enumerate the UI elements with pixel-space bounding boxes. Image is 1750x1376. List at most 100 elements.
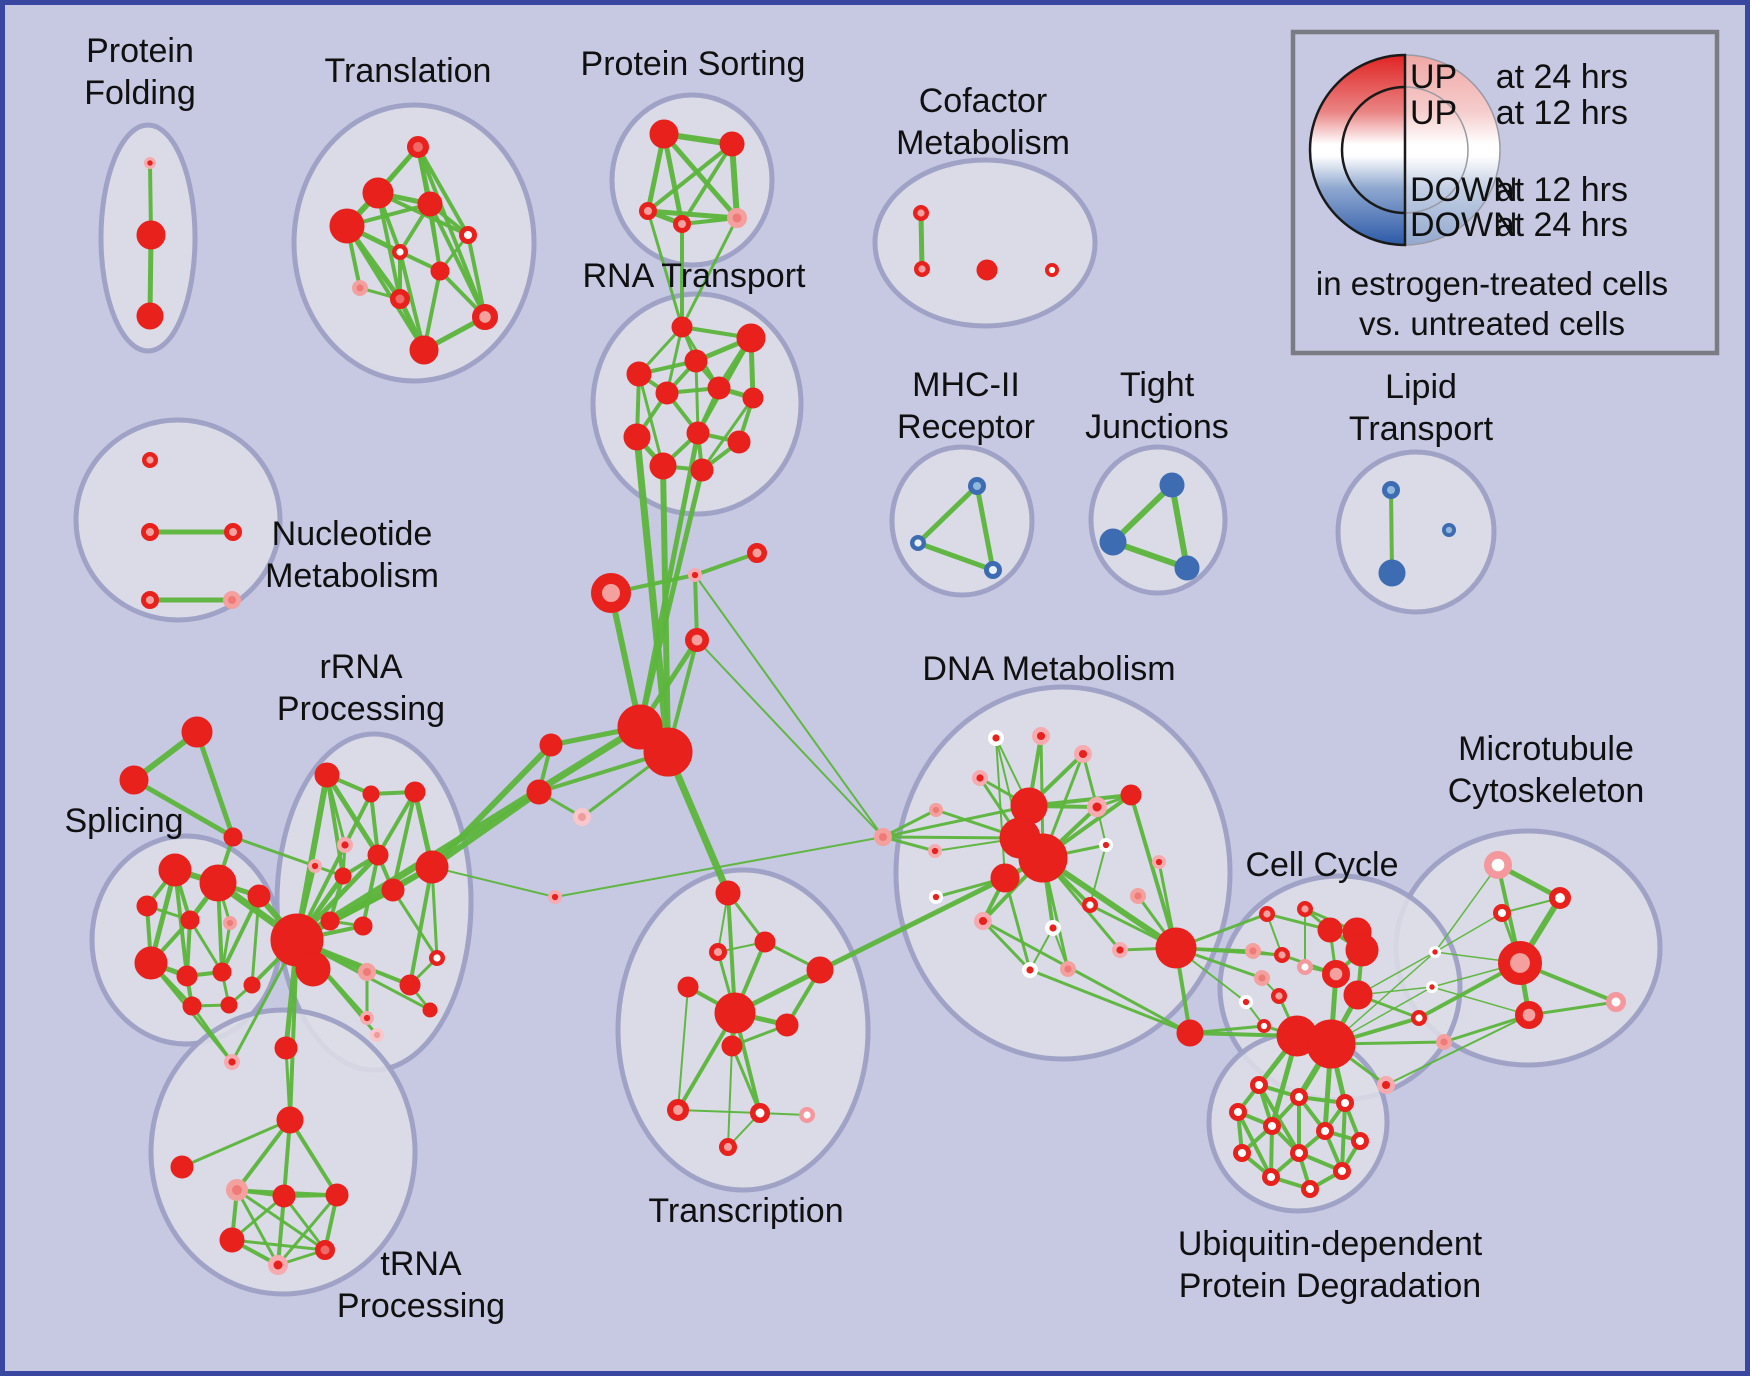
network-edge [646, 209, 684, 329]
network-node-r3 [404, 781, 426, 803]
legend-key-2: DOWN [1410, 171, 1518, 209]
network-node-dm17 [1081, 897, 1098, 914]
network-node-dm24 [1176, 1019, 1204, 1047]
network-node-rt4 [626, 361, 652, 387]
network-edge [295, 792, 373, 942]
network-node-u3 [1335, 1093, 1354, 1112]
network-node-dm0 [873, 827, 892, 846]
network-edge [677, 986, 689, 1111]
network-node-rt6 [707, 376, 731, 400]
network-node-r4 [337, 837, 354, 854]
network-node-ps1 [649, 119, 679, 149]
network-node-tr5 [677, 976, 699, 998]
network-node-cc22 [1376, 1075, 1395, 1094]
network-node-c6 [643, 727, 693, 777]
network-edge [276, 1194, 286, 1267]
network-edge [1236, 1110, 1273, 1179]
network-node-tr1 [715, 880, 741, 906]
network-node-cc6 [1273, 947, 1290, 964]
network-node-dm15 [928, 889, 943, 904]
cluster-ellipse-trna-processing [148, 1007, 418, 1297]
network-node-r11 [415, 850, 449, 884]
network-edge [230, 1238, 327, 1252]
cluster-label-tight-junctions: Tight Junctions [1085, 366, 1229, 446]
network-node-tj1 [1159, 472, 1185, 498]
network-node-t1 [406, 135, 429, 158]
network-edge [915, 483, 980, 546]
network-node-s12 [243, 976, 261, 994]
network-edge [1434, 864, 1499, 953]
network-edge [294, 772, 330, 943]
network-node-s6 [247, 884, 271, 908]
network-node-r18 [274, 1036, 298, 1060]
network-node-s10 [182, 996, 202, 1016]
network-node-n6 [219, 1227, 245, 1253]
cluster-label-nucleotide-metabolism: Nucleotide Metabolism [265, 515, 439, 595]
network-edge [1003, 876, 1032, 972]
network-node-s2 [199, 864, 237, 902]
network-edge [664, 748, 732, 897]
network-edge [324, 772, 381, 858]
label-layer: Protein Folding Translation Protein Sorting… [64, 32, 1644, 1325]
network-node-dm14 [990, 863, 1020, 893]
legend-key-0: UP [1410, 58, 1457, 96]
network-node-dm2 [1031, 726, 1050, 745]
network-node-n7 [315, 1240, 335, 1260]
network-edge [633, 433, 672, 756]
network-node-t4 [417, 191, 443, 217]
network-edge [398, 250, 426, 352]
network-edge [235, 1118, 292, 1192]
network-node-dm21 [1021, 962, 1038, 979]
network-node-cc2 [1296, 901, 1313, 918]
network-node-r7 [367, 844, 389, 866]
network-edge [431, 866, 556, 898]
network-edge [1389, 488, 1394, 575]
network-node-tr3 [708, 942, 727, 961]
network-edge [1431, 986, 1530, 1016]
network-node-m1 [967, 477, 986, 496]
network-node-n5 [325, 1183, 349, 1207]
network-edge [288, 1118, 339, 1197]
network-node-mt2 [1549, 887, 1572, 910]
network-node-pf2 [136, 220, 166, 250]
cluster-label-lipid-transport: Lipid Transport [1349, 368, 1494, 448]
network-edge [680, 142, 734, 226]
network-node-c4 [684, 627, 709, 652]
network-node-nm3 [224, 522, 243, 541]
network-node-cc8 [1296, 959, 1313, 976]
network-node-rt7 [742, 387, 764, 409]
network-node-cc10 [1253, 970, 1270, 987]
cluster-label-protein-folding: Protein Folding [84, 32, 196, 112]
network-node-mt5 [1514, 1000, 1543, 1029]
network-node-l3 [572, 807, 591, 826]
network-node-rt1 [671, 316, 693, 338]
network-node-s9 [212, 962, 232, 982]
network-node-dm13 [1152, 854, 1167, 869]
network-node-cc3 [1317, 917, 1343, 943]
cluster-label-mhc-ii-receptor: MHC-II Receptor [897, 366, 1035, 446]
network-node-n1 [276, 1106, 304, 1134]
network-edge [694, 574, 884, 838]
cluster-ellipse-nucleotide-metabolism [73, 417, 283, 623]
network-edge [730, 1044, 762, 1115]
network-node-tr11 [799, 1106, 816, 1123]
network-edge [1089, 844, 1107, 906]
network-node-u5 [1262, 1116, 1281, 1135]
network-node-s1 [158, 853, 192, 887]
network-edge [1527, 1000, 1618, 1017]
network-node-r17 [369, 1028, 384, 1043]
network-node-tj3 [1174, 555, 1200, 581]
network-node-rt10 [623, 423, 651, 451]
network-node-r10 [353, 916, 373, 936]
network-node-u1 [1249, 1075, 1268, 1094]
network-node-cc12 [1239, 994, 1254, 1009]
network-edge [693, 551, 759, 577]
network-node-dm18 [1044, 920, 1061, 937]
network-node-rm1 [547, 889, 562, 904]
network-node-n8 [268, 1255, 288, 1275]
network-node-ps5 [727, 208, 747, 228]
network-node-c3 [591, 573, 631, 613]
cluster-label-transcription: Transcription [648, 1192, 843, 1230]
network-node-s5 [223, 915, 238, 930]
network-edge [1442, 1013, 1531, 1044]
